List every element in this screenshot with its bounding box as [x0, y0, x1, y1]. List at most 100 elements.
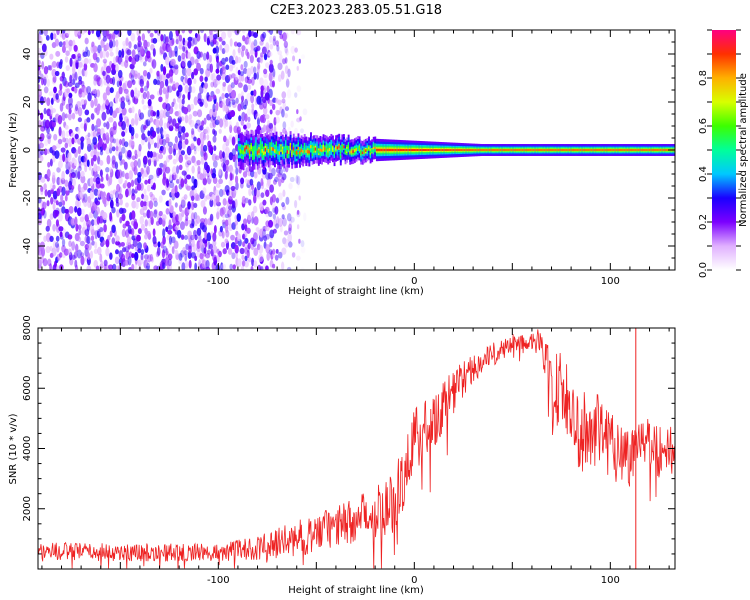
heatmap-cell: [187, 77, 192, 86]
heatmap-cell: [230, 234, 235, 241]
heatmap-cell: [631, 149, 634, 151]
spectrogram-y-tick-labels: -40 -20 0 20 40: [22, 48, 33, 255]
heatmap-cell: [147, 254, 152, 263]
heatmap-cell: [241, 30, 246, 34]
heatmap-cell: [557, 149, 560, 151]
heatmap-cell: [149, 67, 153, 74]
heatmap-cell: [45, 246, 51, 254]
heatmap-cell: [108, 33, 113, 42]
heatmap-cell: [147, 157, 152, 167]
heatmap-cell: [639, 149, 642, 151]
heatmap-cell: [277, 62, 283, 71]
heatmap-cell: [109, 87, 114, 94]
heatmap-cell: [246, 122, 251, 129]
heatmap-cell: [118, 242, 122, 248]
heatmap-cell: [590, 149, 593, 151]
heatmap-cell: [203, 33, 207, 43]
heatmap-cell: [221, 206, 226, 215]
y-tick-label: 20: [22, 96, 33, 109]
heatmap-cell: [177, 110, 182, 119]
heatmap-cell: [163, 109, 167, 119]
heatmap-cell: [247, 84, 252, 90]
spectrogram-panel: -100 0 100 -40 -20 0 20 40 Height of str…: [8, 29, 676, 297]
heatmap-cell: [575, 149, 577, 151]
heatmap-cell: [134, 54, 140, 62]
heatmap-cell: [216, 79, 221, 85]
heatmap-cell: [72, 78, 76, 86]
heatmap-cell: [564, 149, 566, 151]
heatmap-cell: [140, 200, 145, 208]
heatmap-cell: [181, 262, 186, 270]
heatmap-cell: [444, 149, 447, 151]
heatmap-cell: [235, 224, 239, 231]
heatmap-cell: [246, 51, 250, 60]
heatmap-cell: [339, 151, 342, 154]
heatmap-cell: [119, 198, 123, 206]
heatmap-cell: [224, 219, 229, 227]
heatmap-cell: [161, 130, 167, 138]
heatmap-cell: [634, 149, 637, 151]
heatmap-cell: [187, 230, 193, 238]
heatmap-cell: [95, 151, 100, 157]
heatmap-cell: [197, 109, 203, 118]
heatmap-cell: [247, 211, 252, 221]
heatmap-cell: [193, 229, 197, 237]
heatmap-cell: [248, 199, 252, 206]
heatmap-cell: [92, 136, 98, 145]
heatmap-cell: [253, 89, 257, 97]
heatmap-cell: [257, 264, 262, 270]
heatmap-cell: [165, 208, 170, 215]
heatmap-cell: [159, 162, 164, 168]
heatmap-cell: [131, 79, 136, 86]
heatmap-cell: [194, 255, 198, 262]
heatmap-cell: [275, 116, 281, 124]
heatmap-cell: [167, 253, 173, 261]
y-tick-label: 6000: [22, 376, 33, 401]
heatmap-cell: [146, 165, 150, 175]
heatmap-cell: [162, 145, 167, 155]
heatmap-cell: [39, 133, 45, 141]
heatmap-cell: [41, 43, 47, 53]
heatmap-cell: [410, 148, 413, 152]
heatmap-cell: [241, 149, 243, 154]
heatmap-cell: [120, 61, 125, 67]
heatmap-cell: [202, 177, 208, 186]
heatmap-cell: [147, 130, 151, 137]
heatmap-cell: [193, 202, 198, 208]
heatmap-cell: [523, 149, 526, 151]
heatmap-cell: [121, 208, 127, 214]
heatmap-cell: [607, 149, 610, 151]
heatmap-cell: [142, 104, 147, 111]
heatmap-cell: [262, 85, 267, 95]
heatmap-cell: [43, 96, 47, 103]
heatmap-cell: [95, 30, 101, 38]
heatmap-cell: [85, 134, 89, 141]
heatmap-cell: [54, 150, 60, 159]
heatmap-cell: [606, 149, 609, 151]
heatmap-cell: [213, 224, 217, 234]
heatmap-cell: [184, 207, 190, 217]
heatmap-cell: [120, 241, 125, 247]
heatmap-cell: [397, 148, 400, 152]
heatmap-cell: [374, 146, 377, 150]
heatmap-cell: [93, 62, 98, 73]
heatmap-cell: [117, 69, 123, 79]
heatmap-cell: [68, 161, 73, 167]
heatmap-cell: [286, 88, 292, 99]
heatmap-cell: [90, 219, 95, 227]
heatmap-cell: [250, 266, 254, 270]
heatmap-cell: [268, 72, 273, 82]
heatmap-cell: [62, 41, 66, 46]
heatmap-cell: [282, 58, 286, 65]
heatmap-cell: [159, 109, 164, 116]
heatmap-cell: [269, 30, 274, 35]
heatmap-cell: [168, 30, 173, 41]
heatmap-cell: [240, 91, 244, 97]
heatmap-cell: [596, 149, 599, 151]
heatmap-cell: [45, 225, 50, 232]
heatmap-cell: [513, 149, 516, 151]
heatmap-cell: [149, 253, 154, 262]
heatmap-cell: [587, 149, 590, 151]
heatmap-cell: [50, 32, 54, 41]
heatmap-cell: [413, 148, 416, 152]
